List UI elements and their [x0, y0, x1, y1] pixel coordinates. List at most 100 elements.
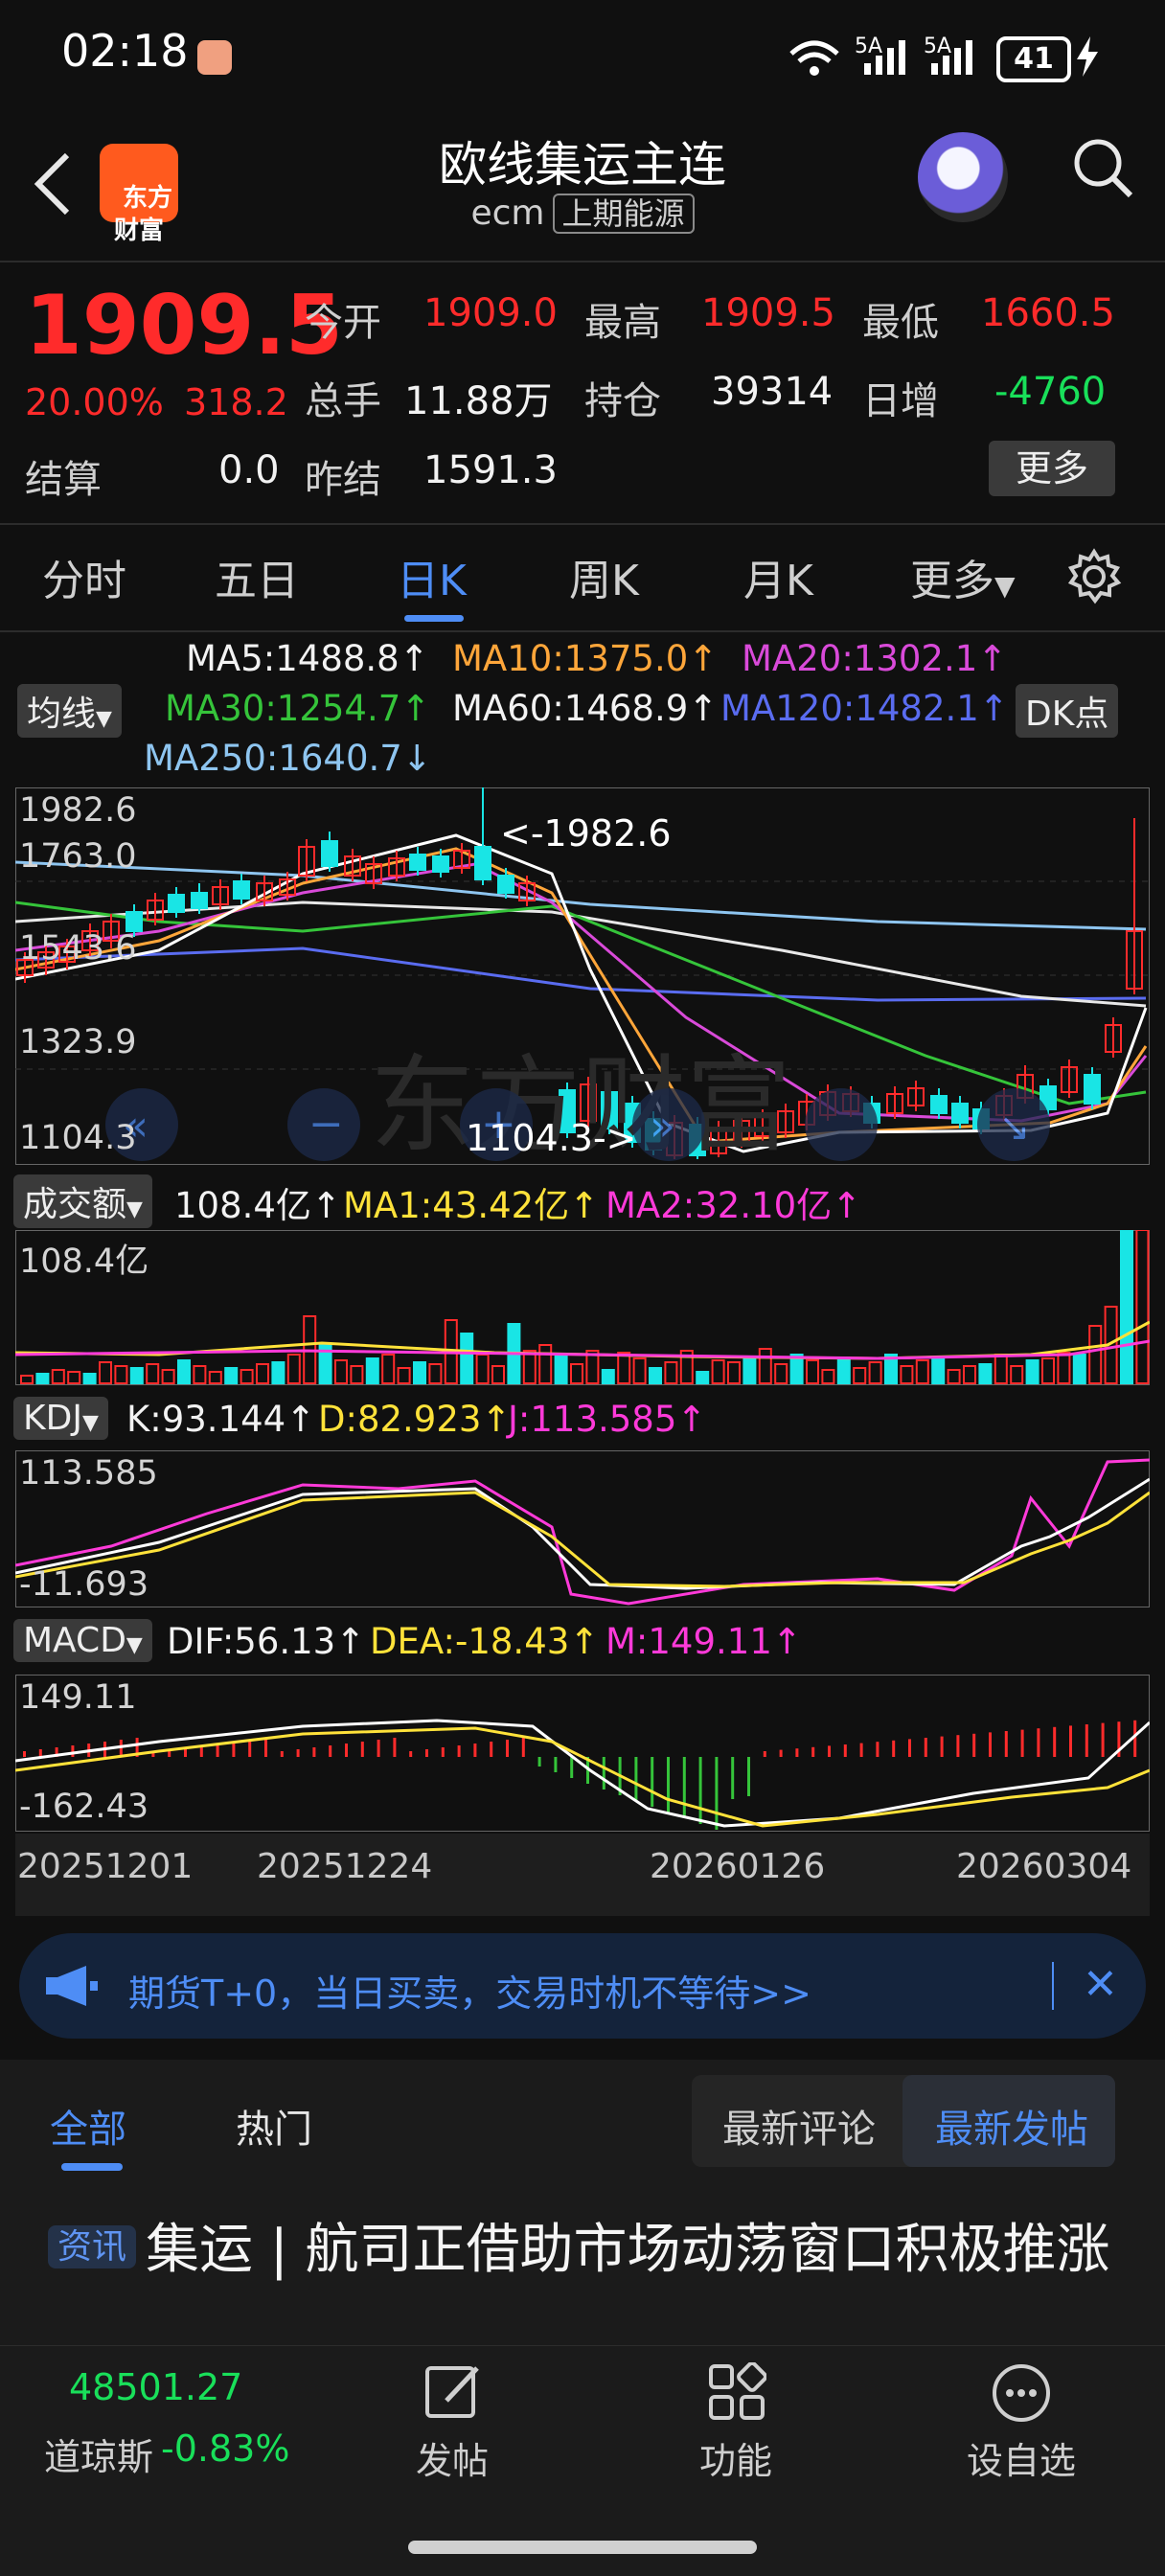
- sort-latest-comments[interactable]: 最新评论: [722, 2108, 876, 2152]
- macd-dif-text: DIF:56.13: [167, 1621, 336, 1662]
- ma60-value: MA60:1468.9: [452, 688, 689, 729]
- volume-value: 11.88万: [404, 379, 553, 423]
- macd-bar: [457, 1745, 461, 1757]
- volume-bar: [208, 1371, 222, 1384]
- tab-five-day[interactable]: 五日: [215, 557, 299, 605]
- candle-body: [233, 880, 250, 900]
- scroll-left-button[interactable]: [105, 1088, 178, 1161]
- robot-assistant-icon[interactable]: [918, 132, 1008, 222]
- ma120-value: MA120:1482.1: [720, 688, 979, 729]
- double-chevron-right-icon: »: [650, 1102, 675, 1151]
- caret-down-icon: ▼: [81, 1411, 99, 1435]
- chart-watermark: 东方财富: [370, 1044, 791, 1165]
- high-label: 最高: [584, 301, 661, 345]
- reset-button[interactable]: [805, 1088, 878, 1161]
- index-name[interactable]: 道琼斯: [44, 2436, 154, 2478]
- megaphone-icon: [46, 1966, 98, 2006]
- post-label[interactable]: 发帖: [415, 2440, 489, 2482]
- volume-axis-top: 108.4亿: [19, 1242, 149, 1281]
- status-bar: 02:18 5A 5A 41: [0, 0, 1165, 113]
- zoom-out-button[interactable]: [287, 1088, 360, 1161]
- turnover-ma2: MA2:32.10亿↑: [605, 1185, 862, 1226]
- back-arrow-icon[interactable]: [29, 149, 79, 218]
- volume-bar: [1135, 1230, 1150, 1384]
- app-logo[interactable]: 东方 财富: [100, 144, 178, 245]
- ma10-value: MA10:1375.0: [452, 638, 689, 679]
- news-headline[interactable]: 资讯 集运 | 航司正借助市场动荡窗口积极推涨: [48, 2213, 1131, 2291]
- candle-body: [1084, 1074, 1101, 1105]
- candle-body: [168, 894, 185, 913]
- volume-bar: [286, 1354, 301, 1384]
- sort-latest-posts[interactable]: 最新发帖: [935, 2108, 1088, 2152]
- volume-bar: [177, 1359, 191, 1384]
- fullscreen-button[interactable]: [977, 1088, 1050, 1161]
- functions-icon[interactable]: [707, 2362, 766, 2422]
- functions-label[interactable]: 功能: [698, 2440, 772, 2482]
- index-percent[interactable]: -0.83%: [161, 2428, 290, 2470]
- tab-intraday[interactable]: 分时: [42, 557, 126, 605]
- settings-gear-icon[interactable]: [1063, 546, 1125, 607]
- scroll-right-button[interactable]: [632, 1088, 705, 1161]
- settle-value: 0.0: [218, 448, 280, 492]
- candle-body: [16, 959, 34, 976]
- candle-body: [559, 1089, 576, 1133]
- minus-icon: −: [308, 1100, 344, 1149]
- feed-tab-all[interactable]: 全部: [50, 2108, 126, 2152]
- macd-selector-chip[interactable]: MACD▼: [13, 1619, 152, 1662]
- macd-bar: [570, 1757, 574, 1778]
- macd-bar: [199, 1745, 203, 1757]
- macd-bar: [280, 1751, 284, 1757]
- macd-dea-text: DEA:-18.43: [370, 1621, 570, 1662]
- tab-more[interactable]: 更多▼: [910, 546, 1016, 607]
- kdj-selector-chip[interactable]: KDJ▼: [13, 1397, 108, 1440]
- battery-icon: 41: [996, 36, 1071, 82]
- add-watchlist-icon[interactable]: [991, 2362, 1052, 2424]
- macd-m: M:149.11↑: [605, 1621, 802, 1662]
- ma20-value: MA20:1302.1: [742, 638, 978, 679]
- ma30-label: MA30:1254.7↑: [165, 688, 431, 729]
- macd-bar: [1085, 1724, 1088, 1757]
- turnover-selector-chip[interactable]: 成交额▼: [13, 1174, 152, 1228]
- index-value[interactable]: 48501.27: [69, 2366, 243, 2408]
- app-logo-text: 东方 财富: [113, 184, 173, 245]
- volume-bar: [1088, 1325, 1103, 1384]
- candle-body: [81, 930, 99, 951]
- ma5-label: MA5:1488.8↑: [186, 638, 429, 679]
- more-quote-button[interactable]: 更多: [989, 441, 1115, 496]
- post-icon[interactable]: [423, 2362, 485, 2422]
- volume-bar: [67, 1371, 81, 1384]
- caret-down-icon: ▼: [126, 1197, 143, 1221]
- candlestick-chart[interactable]: 东方财富 « − + » ↘: [15, 787, 1150, 1165]
- home-indicator[interactable]: [408, 2541, 757, 2554]
- search-icon[interactable]: [1069, 134, 1136, 201]
- macd-axis-top: 149.11: [19, 1678, 137, 1717]
- settle-label: 结算: [25, 458, 102, 502]
- caret-down-icon: ▼: [96, 707, 112, 731]
- volume-bar: [727, 1361, 741, 1384]
- tab-more-label: 更多: [910, 557, 994, 605]
- news-title: 集运 | 航司正借助市场动荡窗口积极推涨: [146, 2219, 1110, 2281]
- ma-selector-chip[interactable]: 均线▼: [17, 684, 122, 738]
- close-icon[interactable]: ✕: [1083, 1960, 1118, 2009]
- macd-bar: [876, 1742, 879, 1757]
- macd-bar: [1133, 1720, 1137, 1757]
- zoom-in-button[interactable]: [460, 1088, 533, 1161]
- candle-body: [518, 882, 536, 901]
- notification-icon: [197, 40, 232, 75]
- price-axis-label: 1763.0: [19, 837, 137, 876]
- network-label-1: 5A: [855, 34, 883, 58]
- tab-daily-k[interactable]: 日K: [397, 557, 467, 605]
- banner-divider: [1052, 1962, 1054, 2010]
- dk-point-button[interactable]: DK点: [1016, 684, 1119, 738]
- promo-banner[interactable]: [19, 1933, 1146, 2039]
- turnover-ma1: MA1:43.42亿↑: [343, 1185, 600, 1226]
- tab-monthly-k[interactable]: 月K: [743, 557, 813, 605]
- feed-tab-hot[interactable]: 热门: [236, 2108, 312, 2152]
- macd-bar: [38, 1749, 42, 1757]
- ma250-label: MA250:1640.7↓: [144, 738, 432, 779]
- candle-body: [279, 878, 296, 896]
- ma30-value: MA30:1254.7: [165, 688, 401, 729]
- add-watchlist-label[interactable]: 设自选: [966, 2440, 1076, 2482]
- tab-weekly-k[interactable]: 周K: [569, 557, 639, 605]
- high-value: 1909.5: [701, 291, 835, 335]
